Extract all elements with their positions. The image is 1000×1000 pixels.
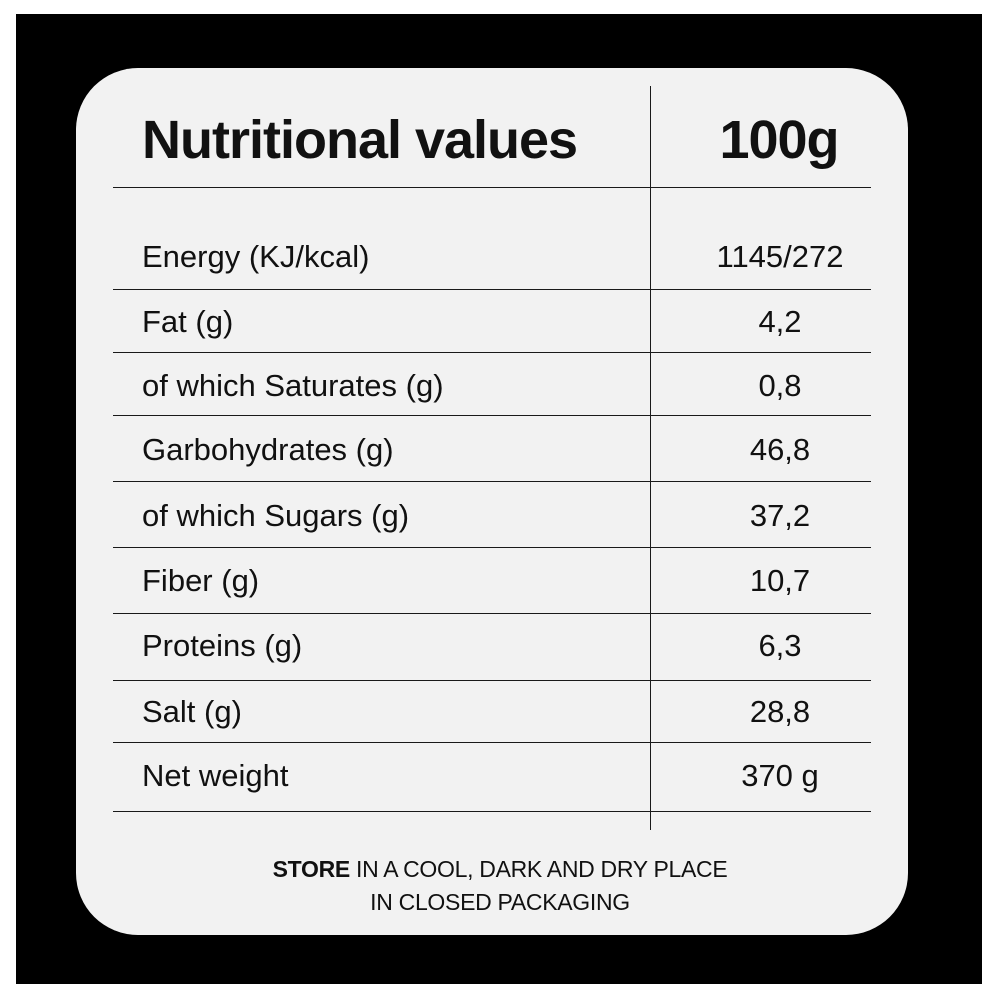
row-label-salt: Salt (g) [142,694,242,729]
column-header: 100g [719,110,839,170]
row-value-salt: 28,8 [749,694,811,729]
row-divider [113,547,871,548]
row-divider [113,742,871,743]
row-divider [113,481,871,482]
row-label-net-weight: Net weight [142,758,289,793]
row-divider [113,680,871,681]
row-divider [113,289,871,290]
row-value-carbohydrates: 46,8 [749,432,811,467]
row-label-carbohydrates: Garbohydrates (g) [142,432,394,467]
storage-note-line2: IN CLOSED PACKAGING [370,889,630,915]
row-divider [113,352,871,353]
storage-note-bold: STORE [272,856,351,882]
table-bottom-divider [113,811,871,812]
row-label-proteins: Proteins (g) [142,628,303,663]
row-label-energy: Energy (KJ/kcal) [142,239,370,274]
row-value-net-weight: 370 g [741,758,819,793]
storage-note-line1: STORE IN A COOL, DARK AND DRY PLACE [76,858,924,881]
header-divider [113,187,871,188]
row-label-saturates: of which Saturates (g) [142,368,444,403]
table-title: Nutritional values [142,110,578,170]
row-value-proteins: 6,3 [758,628,802,663]
row-label-fiber: Fiber (g) [142,563,260,598]
nutrition-card [76,68,908,935]
column-divider [650,86,651,830]
row-divider [113,415,871,416]
row-value-energy: 1145/272 [716,239,844,274]
row-divider [113,613,871,614]
storage-note-rest: IN A COOL, DARK AND DRY PLACE [349,856,728,882]
row-value-saturates: 0,8 [758,368,802,403]
row-value-fat: 4,2 [758,304,802,339]
row-label-fat: Fat (g) [142,304,234,339]
row-value-sugars: 37,2 [749,498,811,533]
row-value-fiber: 10,7 [749,563,811,598]
row-label-sugars: of which Sugars (g) [142,498,410,533]
